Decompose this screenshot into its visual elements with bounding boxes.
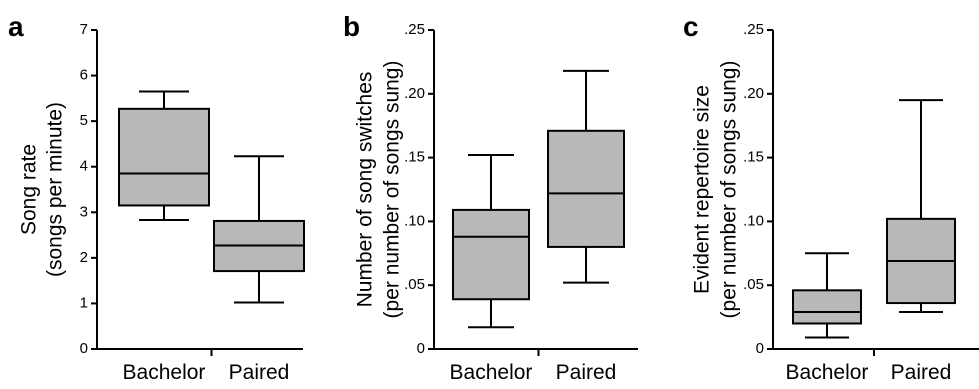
y-tick-label: .10 — [404, 212, 425, 229]
y-tick-label: 7 — [80, 21, 88, 38]
y-tick-label: 3 — [80, 203, 88, 220]
y-axis-label-line-1: Evident repertoire size — [691, 85, 714, 294]
y-axis-label-line-2: (per number of songs sung) — [718, 61, 741, 319]
x-category-label: Paired — [556, 361, 617, 384]
x-category-label: Bachelor — [123, 361, 206, 384]
y-tick-label: 5 — [80, 112, 88, 129]
box-paired — [213, 155, 305, 304]
box-bachelor — [118, 90, 210, 222]
y-tick-label: 1 — [80, 294, 88, 311]
y-tick-label: .05 — [743, 276, 764, 293]
y-tick-label: .20 — [404, 85, 425, 102]
y-tick-label: .25 — [743, 21, 764, 38]
y-tick-label: .05 — [404, 276, 425, 293]
panel-c: c Evident repertoire size (per number of s… — [683, 11, 979, 384]
y-tick-label: 4 — [80, 158, 88, 175]
y-axis-label-line-1: Song rate — [18, 144, 41, 235]
x-category-label: Paired — [229, 361, 290, 384]
panel-letter: a — [8, 11, 24, 42]
box-bachelor — [792, 252, 862, 339]
y-tick-label: .15 — [743, 149, 764, 166]
y-tick-label: 6 — [80, 67, 88, 84]
y-tick-label: .25 — [404, 21, 425, 38]
panel-a: a Song rate (songs per minute) 0 1 2 3 4 5 6 7 Bach… — [8, 11, 305, 384]
iqr-box — [118, 107, 210, 207]
y-tick-label: .15 — [404, 149, 425, 166]
y-axis-label-line-2: (per number of songs sung) — [381, 61, 404, 319]
box-bachelor — [452, 154, 530, 329]
y-tick-label: .10 — [743, 212, 764, 229]
y-tick-label: 0 — [417, 340, 425, 357]
panel-letter: c — [683, 11, 699, 42]
y-tick-label: 0 — [80, 340, 88, 357]
x-category-label: Paired — [891, 361, 952, 384]
y-tick-label: 0 — [756, 340, 764, 357]
y-axis-label-line-2: (songs per minute) — [44, 102, 67, 277]
iqr-box — [792, 289, 862, 325]
box-paired — [886, 99, 956, 313]
panel-letter: b — [343, 11, 360, 42]
y-tick-label: .20 — [743, 85, 764, 102]
x-category-label: Bachelor — [450, 361, 533, 384]
box-paired — [547, 69, 625, 284]
iqr-box — [452, 208, 530, 301]
y-tick-label: 2 — [80, 249, 88, 266]
iqr-box — [547, 129, 625, 248]
panel-b: b Number of song switches (per number of s… — [343, 11, 638, 384]
y-axis-label-line-1: Number of song switches — [354, 72, 377, 308]
x-category-label: Bachelor — [786, 361, 869, 384]
